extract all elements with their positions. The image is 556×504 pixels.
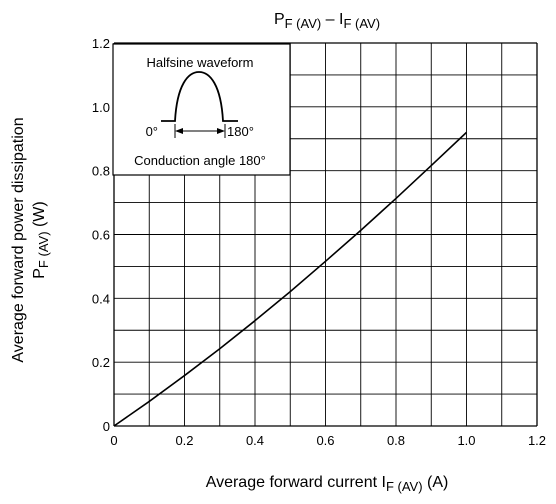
x-axis-label-symbol-sub: F (AV) — [386, 479, 423, 494]
y-axis-symbol-sub: F (AV) — [36, 231, 51, 268]
halfsine-waveform — [161, 71, 238, 122]
title-main: P — [274, 11, 285, 28]
y-tick-label: 1.0 — [92, 100, 110, 115]
inset-right-label: 180° — [227, 124, 254, 139]
series-layer — [113, 131, 468, 427]
x-tick-label: 1.0 — [457, 433, 475, 448]
inset-caption: Conduction angle 180° — [134, 153, 266, 168]
y-tick-labels: 0 0.2 0.4 0.6 0.8 1.0 1.2 — [92, 36, 110, 434]
y-axis-label: Average forward power dissipation — [10, 117, 27, 362]
y-tick-label: 0.6 — [92, 228, 110, 243]
series-line — [113, 131, 468, 427]
x-axis-label-text: Average forward current — [206, 474, 378, 491]
y-tick-label: 0.8 — [92, 164, 110, 179]
x-tick-label: 0.2 — [175, 433, 193, 448]
inset-frame — [112, 43, 291, 176]
x-tick-label: 0 — [110, 433, 117, 448]
x-tick-label: 0.6 — [316, 433, 334, 448]
x-axis-label: Average forward current IF (AV) (A) — [206, 474, 449, 494]
y-tick-label: 0.2 — [92, 355, 110, 370]
y-tick-label: 0 — [103, 419, 110, 434]
arrow-head-left — [175, 128, 183, 134]
y-axis-symbol: PF (AV) (W) — [31, 201, 51, 278]
title-sep: – — [321, 11, 339, 28]
y-tick-label: 1.2 — [92, 36, 110, 51]
y-axis-symbol-main: P — [31, 268, 48, 279]
title-second: I — [339, 11, 343, 28]
chart-title: PF (AV) – IF (AV) — [274, 11, 380, 31]
grid — [113, 42, 538, 427]
x-tick-label: 1.2 — [528, 433, 546, 448]
inset-left-label: 0° — [146, 124, 158, 139]
x-tick-label: 0.4 — [246, 433, 264, 448]
y-tick-label: 0.4 — [92, 291, 110, 306]
inset-box: Halfsine waveform 0° 180° Conduction ang… — [112, 43, 291, 176]
inset-title: Halfsine waveform — [147, 55, 254, 70]
title-main-sub: F (AV) — [285, 16, 322, 31]
x-axis-label-symbol: I — [381, 474, 385, 491]
title-second-sub: F (AV) — [343, 16, 380, 31]
x-axis-label-unit: (A) — [427, 474, 448, 491]
x-tick-label: 0.8 — [387, 433, 405, 448]
x-tick-labels: 0 0.2 0.4 0.6 0.8 1.0 1.2 — [110, 433, 546, 448]
y-axis-unit: (W) — [31, 201, 48, 227]
arrow-head-right — [217, 128, 225, 134]
